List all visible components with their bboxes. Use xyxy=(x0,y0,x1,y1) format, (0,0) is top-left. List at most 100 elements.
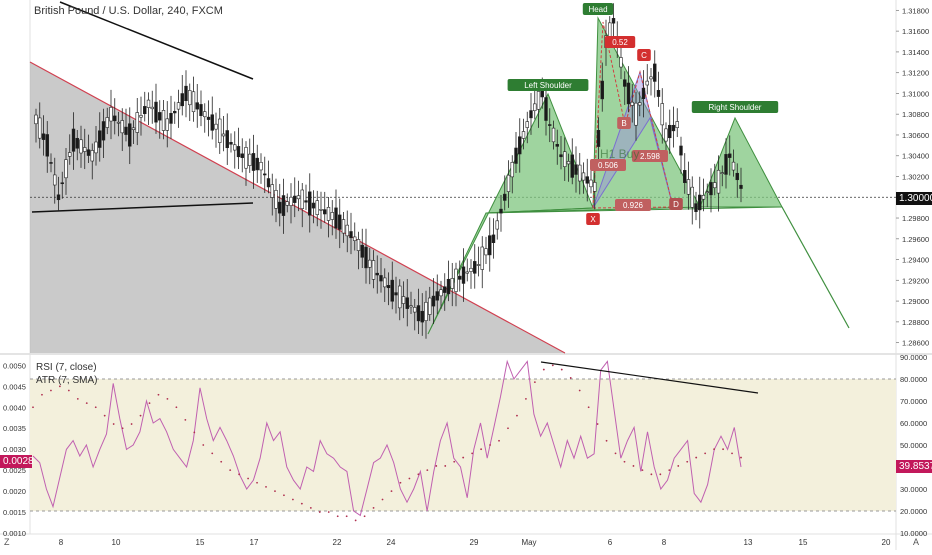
candle-body xyxy=(79,139,83,154)
candle-body xyxy=(225,130,229,149)
atr-dot xyxy=(426,469,429,472)
price-tick-label: 1.31800 xyxy=(902,6,929,15)
candle-body xyxy=(75,137,79,149)
label-x: X xyxy=(590,215,596,224)
rsi-tick-label: 20.0000 xyxy=(900,507,927,516)
label-left-shoulder-bg xyxy=(507,79,589,91)
atr-dot xyxy=(67,389,70,392)
candle-body xyxy=(334,207,338,229)
candle-body xyxy=(203,111,207,118)
candle-body xyxy=(735,172,739,181)
atr-dot xyxy=(166,398,169,400)
candle-body xyxy=(619,57,623,68)
time-tick-label: 29 xyxy=(470,538,479,547)
atr-dot xyxy=(157,393,160,396)
candle-body xyxy=(454,268,458,292)
candle-body xyxy=(555,144,559,147)
candle-body xyxy=(60,182,64,185)
price-tick-label: 1.30600 xyxy=(902,131,929,140)
price-tick-label: 1.29600 xyxy=(902,235,929,244)
atr-dot xyxy=(740,456,742,459)
candle-body xyxy=(551,127,556,143)
atr-dot xyxy=(596,423,599,425)
candle-body xyxy=(131,127,136,130)
candle-body xyxy=(143,106,147,115)
candle-body xyxy=(739,184,743,189)
candle-body xyxy=(585,176,589,184)
candle-body xyxy=(409,305,413,308)
candle-body xyxy=(368,259,372,268)
candle-body xyxy=(488,235,492,256)
candle-body xyxy=(458,275,462,280)
ratio-1: 0.52 xyxy=(612,38,628,47)
atr-dot xyxy=(381,498,384,501)
ratio-2: 0.506 xyxy=(598,161,619,170)
atr-legend: ATR (7, SMA) xyxy=(36,375,98,386)
label-right-shoulder-bg xyxy=(691,101,779,113)
atr-dot xyxy=(184,418,187,421)
candle-body xyxy=(660,103,664,126)
candle-body xyxy=(435,291,439,301)
candle-body xyxy=(679,145,683,156)
candle-body xyxy=(248,153,252,166)
atr-dot xyxy=(731,452,733,455)
atr-dot xyxy=(32,406,34,409)
candle-body xyxy=(218,118,222,143)
candle-body xyxy=(105,117,109,128)
rsi-tick-label: 50.0000 xyxy=(900,441,927,450)
price-tick-label: 1.31200 xyxy=(902,69,929,78)
candle-body xyxy=(518,136,522,155)
atr-dot xyxy=(121,427,124,430)
label-b-bg xyxy=(617,117,631,129)
candle-body xyxy=(263,173,267,176)
time-tick-label: 8 xyxy=(59,538,64,547)
candle-body xyxy=(596,130,601,147)
atr-dot xyxy=(498,439,500,442)
label-d-bg xyxy=(669,198,683,210)
time-tick-label: 10 xyxy=(112,538,121,547)
time-tick-label: May xyxy=(521,538,536,547)
candle-body xyxy=(360,244,364,258)
candle-body xyxy=(581,172,586,181)
atr-dot xyxy=(193,431,196,434)
candle-body xyxy=(113,115,117,122)
candle-body xyxy=(439,289,443,297)
atr-dot xyxy=(569,377,572,379)
candle-body xyxy=(289,196,293,206)
price-tick-label: 1.29400 xyxy=(902,256,929,265)
candle-body xyxy=(656,90,661,97)
atr-dot xyxy=(462,456,465,459)
atr-dot xyxy=(525,398,527,400)
price-tick-label: 1.29800 xyxy=(902,214,929,223)
price-tick-label: 1.31400 xyxy=(902,48,929,57)
candle-body xyxy=(345,224,349,237)
atr-dot xyxy=(641,469,644,472)
candle-body xyxy=(214,123,218,130)
candle-body xyxy=(135,112,139,133)
atr-tick-label: 0.0030 xyxy=(3,445,26,454)
time-tick-label: 13 xyxy=(744,538,753,547)
candle-body xyxy=(56,194,61,201)
atr-dot xyxy=(713,448,716,451)
atr-dot xyxy=(103,414,106,417)
atr-dot xyxy=(58,385,61,388)
candle-body xyxy=(244,147,248,169)
candle-body xyxy=(94,141,98,154)
candle-body xyxy=(611,18,616,24)
candle-body xyxy=(668,124,672,139)
candle-body xyxy=(278,201,282,214)
candle-body xyxy=(548,124,552,126)
candle-body xyxy=(338,214,342,230)
candle-body xyxy=(86,149,91,156)
candle-body xyxy=(705,191,709,194)
ratio-3: 2.598 xyxy=(640,152,661,161)
atr-dot xyxy=(695,456,698,459)
candle-body xyxy=(559,154,563,158)
atr-dot xyxy=(345,515,348,518)
candle-body xyxy=(49,162,53,164)
atr-dot xyxy=(542,368,545,371)
candle-body xyxy=(45,134,49,157)
candle-body xyxy=(379,275,383,282)
